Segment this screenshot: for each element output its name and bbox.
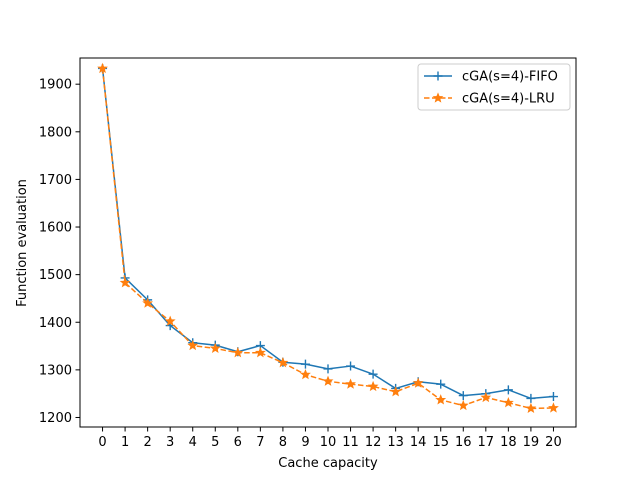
x-tick-label: 9 xyxy=(301,435,309,450)
y-tick-label: 1400 xyxy=(39,316,72,331)
data-point xyxy=(548,402,559,413)
data-point xyxy=(300,368,311,380)
data-point xyxy=(322,375,334,386)
data-point xyxy=(119,277,131,288)
y-tick-label: 1900 xyxy=(39,78,72,93)
legend-label: cGA(s=4)-LRU xyxy=(462,92,555,107)
x-tick-label: 11 xyxy=(342,435,359,450)
data-point xyxy=(435,394,447,405)
data-point xyxy=(187,339,199,351)
legend-marker xyxy=(432,92,444,103)
x-tick-label: 8 xyxy=(279,435,287,450)
legend: cGA(s=4)-FIFO cGA(s=4)-LRU xyxy=(417,63,571,111)
data-point xyxy=(503,385,513,395)
data-point xyxy=(164,315,176,326)
x-tick-label: 14 xyxy=(410,435,427,450)
data-point xyxy=(300,359,310,369)
y-tick-label: 1600 xyxy=(39,221,72,236)
x-tick-label: 3 xyxy=(166,435,174,450)
data-point xyxy=(323,364,333,374)
x-tick-label: 10 xyxy=(320,435,337,450)
x-tick-label: 16 xyxy=(455,435,472,450)
data-point xyxy=(232,347,244,358)
x-tick-label: 0 xyxy=(98,435,106,450)
x-tick-label: 7 xyxy=(256,435,264,450)
x-tick-label: 19 xyxy=(523,435,540,450)
x-tick-label: 4 xyxy=(189,435,197,450)
data-point xyxy=(390,386,402,397)
x-tick-label: 2 xyxy=(143,435,151,450)
data-point xyxy=(209,342,221,354)
data-point xyxy=(277,357,289,368)
data-point xyxy=(458,391,468,401)
x-tick-label: 1 xyxy=(121,435,129,450)
legend-box xyxy=(417,63,571,111)
x-tick-label: 20 xyxy=(545,435,562,450)
y-tick-label: 1500 xyxy=(39,268,72,283)
x-tick-label: 17 xyxy=(478,435,495,450)
data-point xyxy=(457,399,469,411)
y-tick-label: 1300 xyxy=(39,363,72,378)
y-axis-label: Function evaluation xyxy=(15,179,30,307)
x-tick-label: 13 xyxy=(387,435,404,450)
data-point xyxy=(548,392,558,402)
x-tick-label: 15 xyxy=(432,435,449,450)
data-point xyxy=(436,379,446,389)
data-point xyxy=(345,378,356,389)
y-tick-label: 1800 xyxy=(39,125,72,140)
data-point xyxy=(254,347,266,358)
x-axis-label: Cache capacity xyxy=(278,456,378,471)
data-point xyxy=(526,393,536,403)
x-tick-label: 5 xyxy=(211,435,219,450)
data-point xyxy=(525,402,537,414)
data-point xyxy=(346,361,356,371)
data-point xyxy=(412,377,424,388)
legend-label: cGA(s=4)-FIFO xyxy=(462,70,558,85)
x-tick-label: 12 xyxy=(365,435,382,450)
series-2 xyxy=(97,62,559,414)
data-point xyxy=(502,397,514,408)
y-tick-label: 1700 xyxy=(39,173,72,188)
data-point xyxy=(97,62,108,74)
x-tick-label: 18 xyxy=(500,435,517,450)
y-tick-label: 1200 xyxy=(39,411,72,426)
plot-area: 0 1 2 3 4 5 6 7 8 9 10 11 12 13 14 15 16 17 18 19 2012001300… xyxy=(39,57,577,450)
data-point xyxy=(142,297,154,308)
data-point xyxy=(480,391,492,403)
legend-marker xyxy=(433,71,443,81)
data-point xyxy=(368,369,378,379)
x-tick-label: 6 xyxy=(234,435,242,450)
data-point xyxy=(367,380,379,392)
